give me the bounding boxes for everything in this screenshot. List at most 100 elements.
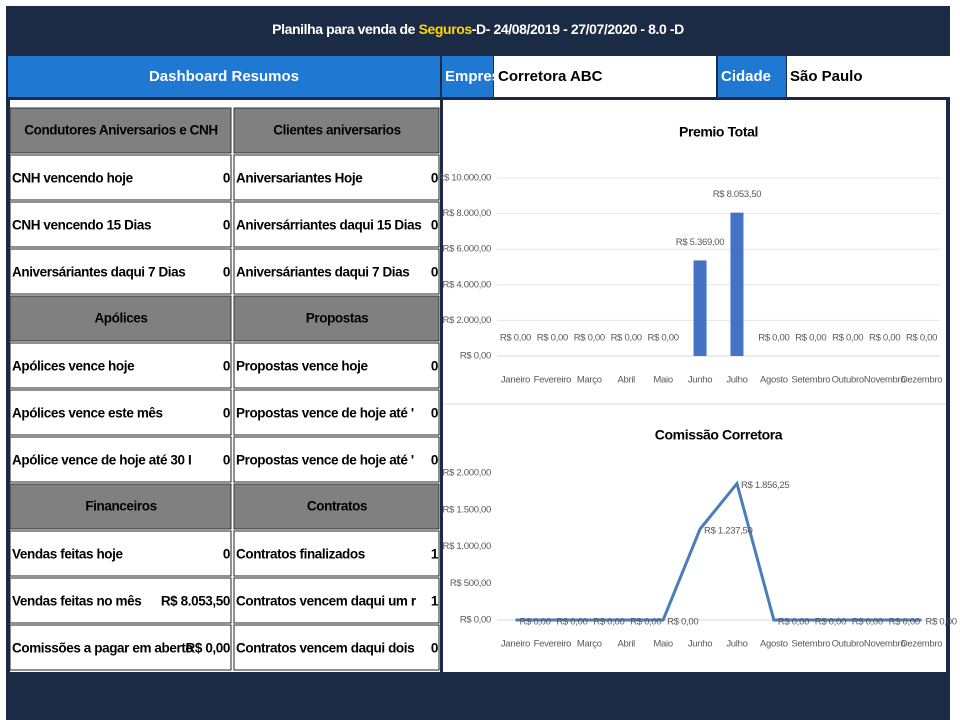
title-highlight: Seguros [419,21,473,37]
value-label: R$ 8.053,50 [713,189,761,200]
row-label: Contratos finalizados [236,547,365,562]
row-value: 1 [431,594,439,609]
y-tick-label: R$ 2.000,00 [443,315,491,326]
value-label: R$ 0,00 [795,333,826,344]
x-tick-label: Agosto [760,639,788,650]
dashboard-label: Dashboard Resumos [149,68,299,85]
value-label: R$ 0,00 [537,333,568,344]
row-value: 0 [431,359,438,374]
row-value: 0 [223,265,230,280]
x-tick-label: Fevereiro [534,375,571,386]
cidade-label-cell [718,56,786,97]
value-label: R$ 1.237,50 [704,526,752,537]
y-tick-label: R$ 1.500,00 [443,504,491,515]
x-tick-label: Outubro [832,639,864,650]
row-cell [9,201,232,248]
row-value: 0 [431,453,438,468]
section-header-label: Condutores Aniversarios e CNH [24,123,217,138]
row-label: Vendas feitas no mês [12,594,141,609]
section-header [9,107,232,154]
x-tick-label: Julho [726,375,747,386]
value-label: R$ 0,00 [611,333,642,344]
value-label: R$ 0,00 [906,333,937,344]
y-tick-label: R$ 8.000,00 [443,208,491,219]
row-cell [9,248,232,295]
value-label: R$ 0,00 [778,617,809,628]
value-label: R$ 0,00 [869,333,900,344]
row-value: 0 [431,641,438,656]
dashboard-cell [8,56,440,97]
value-label: R$ 0,00 [889,617,920,628]
row-cell [233,624,440,671]
row-cell [9,624,232,671]
divider [440,100,443,672]
empresa-label-cell [442,56,493,97]
x-tick-label: Maio [653,639,672,650]
x-tick-label: Janeiro [501,639,530,650]
row-cell [233,389,440,436]
y-tick-label: R$ 2.000,00 [443,468,491,479]
row-value: 0 [223,547,230,562]
x-tick-label: Setembro [791,639,830,650]
row-label: CNH vencendo hoje [12,171,134,186]
section-header-label: Clientes aniversarios [273,123,400,138]
row-cell [233,201,440,248]
value-label: R$ 0,00 [852,617,883,628]
empresa-label: Empresa [445,68,509,85]
row-label: Propostas vence hoje [236,359,368,374]
section-header-label: Propostas [306,311,368,326]
value-label: R$ 0,00 [500,333,531,344]
row-cell [233,530,440,577]
row-label: Apólices vence este mês [12,406,163,421]
row-cell [233,577,440,624]
title: Planilha para venda de Seguros-D- 24/08/… [272,21,684,37]
bar [693,260,707,356]
value-label: R$ 0,00 [648,333,679,344]
empresa-value: Corretora ABC [498,68,603,85]
row-value: 1 [431,547,439,562]
cidade-cell[interactable] [787,56,950,97]
row-label: Aniversáriantes daqui 7 Dias [236,265,409,280]
row-value: 0 [223,453,230,468]
x-tick-label: Novembro [864,639,905,650]
row-label: Aniversárriantes daqui 15 Dias [236,218,421,233]
value-label: R$ 0,00 [832,333,863,344]
row-value: 0 [431,171,438,186]
y-tick-label: R$ 1.000,00 [443,541,491,552]
value-label: R$ 5.369,00 [676,237,724,248]
right-border [946,100,950,672]
row-cell [9,530,232,577]
row-cell [233,436,440,483]
chart-title: Premio Total [679,124,758,140]
row-value: 0 [431,265,438,280]
x-tick-label: Abril [617,375,635,386]
row-cell [9,577,232,624]
summary-table: Condutores Aniversarios e CNH Clientes an… [9,107,440,671]
value-label: R$ 0,00 [519,617,550,628]
y-tick-label: R$ 500,00 [450,578,491,589]
value-label: R$ 0,00 [667,617,698,628]
section-header-label: Contratos [307,499,367,514]
x-tick-label: Dezembro [901,639,942,650]
x-tick-label: Outubro [832,375,864,386]
bar [730,212,744,356]
section-header-label: Apólices [94,311,147,326]
x-tick-label: Janeiro [501,375,530,386]
row-cell [9,389,232,436]
value-label: R$ 0,00 [815,617,846,628]
row-label: Aniversariantes Hoje [236,171,363,186]
y-tick-label: R$ 10.000,00 [438,173,491,184]
x-tick-label: Fevereiro [534,639,571,650]
row-cell [233,248,440,295]
row-value: 0 [223,406,230,421]
empresa-cell[interactable] [494,56,716,97]
x-tick-label: Julho [726,639,747,650]
section-header [233,295,440,342]
x-tick-label: Agosto [760,375,788,386]
section-header-label: Financeiros [85,499,156,514]
row-label: Apólices vence hoje [12,359,135,374]
x-tick-label: Março [577,639,602,650]
row-label: CNH vencendo 15 Dias [12,218,151,233]
section-header [9,295,232,342]
section-header [233,107,440,154]
